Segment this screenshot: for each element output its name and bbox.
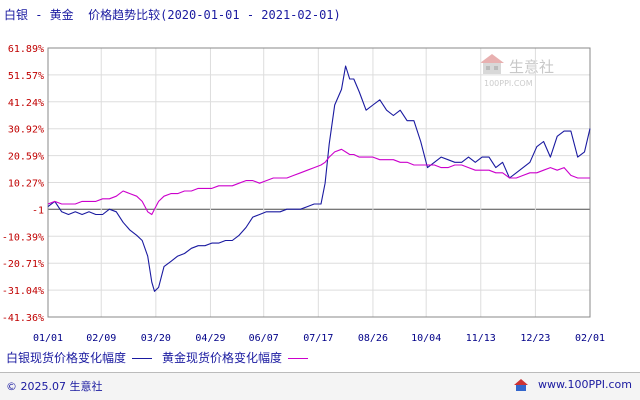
watermark-house-icon [480,54,504,74]
x-tick-label: 03/20 [141,333,171,344]
y-tick-label: 51.57% [8,71,44,82]
y-tick-label: -1 [32,205,44,216]
x-tick-label: 10/04 [411,333,441,344]
y-tick-label: -20.71% [2,259,44,270]
x-tick-label: 02/09 [86,333,116,344]
y-tick-label: 61.89% [8,44,44,55]
legend-label-gold: 黄金现货价格变化幅度 [162,351,283,365]
y-tick-label: 41.24% [8,98,44,109]
legend: 白银现货价格变化幅度 黄金现货价格变化幅度 [6,349,318,366]
site-house-icon [514,379,528,391]
plot-frame [47,47,591,318]
footer-divider [0,372,640,373]
watermark-text: 生意社 [509,58,554,76]
x-axis: 01/01 02/09 03/20 04/29 06/07 07/17 08/26 10/04… [33,333,605,344]
y-tick-label: 20.59% [8,152,44,163]
series-lines [47,65,591,292]
y-tick-label: 10.27% [8,179,44,190]
footer: © 2025.07 生意社 www.100PPI.com [0,372,640,400]
x-tick-label: 07/17 [303,333,333,344]
x-tick-label: 02/01 [575,333,605,344]
series-line-silver [47,65,591,292]
y-tick-label: -41.36% [2,313,44,324]
y-tick-label: -10.39% [2,232,44,243]
legend-label-silver: 白银现货价格变化幅度 [6,351,127,365]
chart-grid [48,48,590,317]
chart-svg: 生意社 100PPI.COM 61.89% 51.57% 41.24% 30.92% 2… [2,44,605,344]
x-tick-label: 04/29 [195,333,225,344]
y-axis: 61.89% 51.57% 41.24% 30.92% 20.59% 10.27% -1 -1… [2,44,44,324]
watermark-subtext: 100PPI.COM [484,79,533,88]
watermark-logo: 生意社 100PPI.COM [480,54,554,88]
x-tick-label: 08/26 [358,333,388,344]
x-tick-label: 11/13 [466,333,496,344]
chart-title: 白银 - 黄金 价格趋势比较(2020-01-01 - 2021-02-01) [4,8,341,22]
x-tick-label: 06/07 [249,333,279,344]
y-tick-label: -31.04% [2,286,44,297]
site-link[interactable]: www.100PPI.com [538,378,632,391]
legend-line-silver [132,358,153,359]
legend-line-gold [288,358,309,359]
y-tick-label: 30.92% [8,125,44,136]
x-tick-label: 01/01 [33,333,63,344]
x-tick-label: 12/23 [520,333,550,344]
series-line-gold [47,148,590,216]
copyright-text: © 2025.07 生意社 [6,380,103,393]
